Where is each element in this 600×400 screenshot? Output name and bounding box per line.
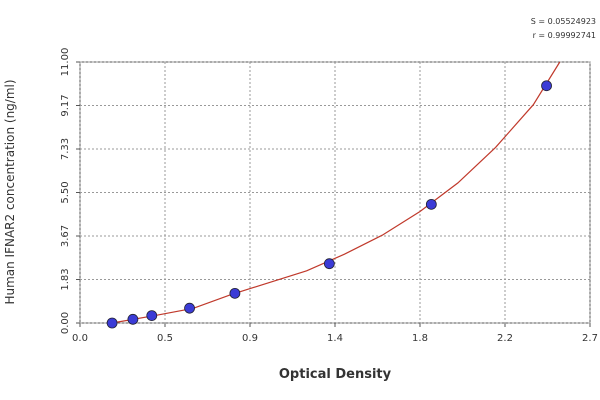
data-point — [229, 287, 241, 299]
y-tick-label: 11.00 — [60, 48, 71, 77]
x-tick-label: 0.5 — [157, 333, 173, 344]
y-tick-label: 5.50 — [60, 181, 71, 203]
x-tick-label: 2.2 — [497, 333, 513, 344]
y-tick-label: 9.17 — [60, 94, 71, 116]
x-tick-label: 1.8 — [412, 333, 428, 344]
x-tick-label: 0.0 — [72, 333, 88, 344]
x-tick-label: 2.7 — [582, 333, 598, 344]
y-axis-label: Human IFNAR2 concentration (ng/ml) — [3, 79, 17, 304]
annotation: r = 0.99992741 — [533, 31, 596, 40]
data-point — [541, 80, 552, 92]
data-point — [184, 302, 195, 314]
x-tick-label: 0.9 — [242, 333, 258, 344]
data-point — [425, 198, 437, 210]
x-axis-label: Optical Density — [279, 367, 392, 382]
y-tick-label: 7.33 — [60, 138, 71, 160]
y-tick-label: 3.67 — [60, 225, 71, 247]
data-point — [127, 313, 139, 325]
data-point — [323, 258, 335, 270]
y-tick-label: 1.83 — [60, 268, 71, 290]
annotation: S = 0.05524923 — [531, 17, 596, 26]
x-tick-label: 1.4 — [327, 333, 343, 344]
data-point — [106, 317, 118, 329]
data-point — [146, 310, 158, 321]
y-tick-label: 0.00 — [60, 312, 71, 334]
